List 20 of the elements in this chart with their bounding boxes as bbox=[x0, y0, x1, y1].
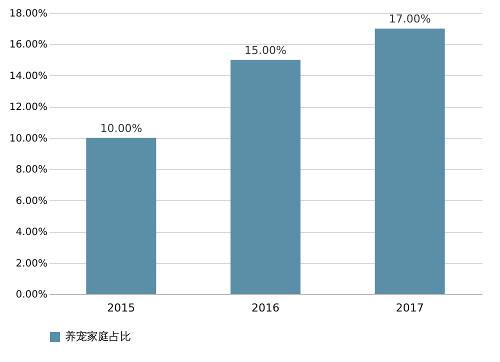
y-tick-label: 12.00% bbox=[9, 102, 48, 114]
text: 15.00% bbox=[244, 44, 286, 57]
y-tick-label: 18.00% bbox=[9, 8, 48, 20]
x-tick-label: 2015 bbox=[107, 302, 136, 314]
text: 17.00% bbox=[388, 12, 431, 26]
y-tick-label: 16.00% bbox=[9, 40, 48, 51]
bar bbox=[374, 28, 445, 294]
legend-label: 养宠家庭占比 bbox=[65, 330, 131, 343]
bar bbox=[86, 138, 156, 294]
y-tick-label: 0.00% bbox=[16, 290, 48, 300]
y-tick-label: 8.00% bbox=[16, 164, 48, 176]
bar bbox=[230, 60, 300, 294]
y-tick-label: 10.00% bbox=[9, 133, 48, 144]
x-tick-label: 2016 bbox=[252, 302, 280, 314]
y-tick-label: 14.00% bbox=[9, 70, 48, 82]
y-tick-label: 4.00% bbox=[16, 227, 48, 238]
x-tick-label: 2017 bbox=[396, 302, 424, 314]
text: 10.00% bbox=[100, 122, 142, 135]
y-tick-label: 2.00% bbox=[16, 258, 48, 270]
y-tick-label: 6.00% bbox=[16, 196, 48, 207]
